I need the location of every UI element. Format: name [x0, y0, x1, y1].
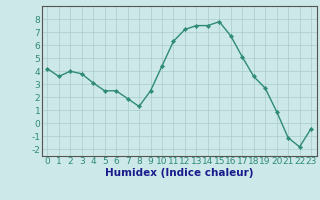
- X-axis label: Humidex (Indice chaleur): Humidex (Indice chaleur): [105, 168, 253, 178]
